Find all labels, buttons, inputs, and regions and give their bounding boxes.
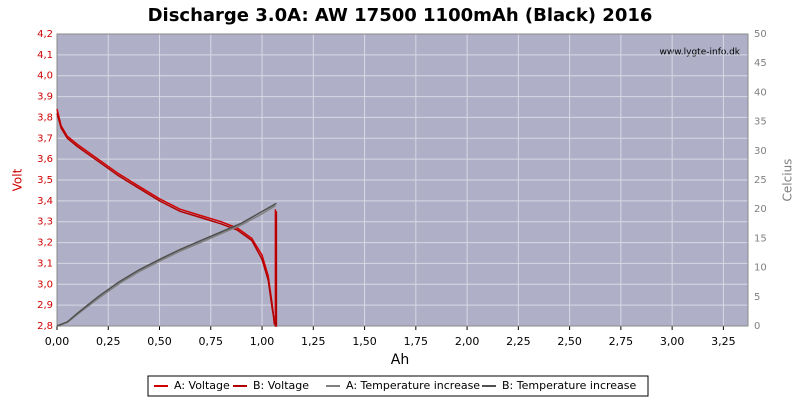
y2-tick-label: 20 — [754, 204, 767, 215]
y-tick-label: 3,5 — [37, 175, 53, 186]
y-tick-label: 2,9 — [37, 300, 53, 311]
y2-tick-label: 10 — [754, 263, 767, 274]
y-tick-label: 3,3 — [37, 217, 53, 228]
y-tick-label: 3,8 — [37, 112, 53, 123]
chart-title: Discharge 3.0A: AW 17500 1100mAh (Black)… — [148, 5, 653, 26]
y-tick-label: 4,0 — [37, 71, 53, 82]
data-line — [56, 202, 277, 327]
y2-tick-label: 5 — [754, 292, 760, 303]
watermark: www.lygte-info.dk — [660, 48, 741, 58]
y-tick-label: 3,7 — [37, 133, 53, 144]
y-tick-label: 3,1 — [37, 258, 53, 269]
x-tick-label: 3,00 — [660, 335, 685, 348]
legend-label: B: Voltage — [253, 379, 309, 392]
x-tick-label: 3,25 — [711, 335, 736, 348]
y-tick-label: 4,2 — [37, 29, 53, 40]
legend — [147, 375, 649, 397]
y2-tick-label: 30 — [754, 146, 767, 157]
x-tick-label: 1,00 — [250, 335, 275, 348]
y2-tick-label: 35 — [754, 117, 767, 128]
y-tick-label: 3,4 — [37, 196, 53, 207]
y2-axis-label: Celcius — [781, 159, 795, 202]
plot-frame — [56, 33, 749, 327]
data-line — [56, 205, 276, 327]
legend-label: B: Temperature increase — [502, 379, 637, 392]
y2-tick-label: 40 — [754, 87, 767, 98]
y-tick-label: 3,6 — [37, 154, 53, 165]
y-tick-label: 3,9 — [37, 92, 53, 103]
y2-tick-label: 45 — [754, 58, 767, 69]
y-axis-label: Volt — [11, 168, 25, 191]
x-tick-label: 0,25 — [96, 335, 121, 348]
x-tick-label: 0,00 — [45, 335, 70, 348]
y-tick-label: 2,8 — [37, 321, 53, 332]
y2-tick-label: 25 — [754, 175, 767, 186]
y-tick-label: 3,0 — [37, 279, 53, 290]
x-axis-label: Ah — [391, 352, 409, 368]
x-tick-label: 0,50 — [147, 335, 172, 348]
y-tick-label: 4,1 — [37, 50, 53, 61]
data-line — [56, 113, 278, 327]
x-tick-label: 1,50 — [352, 335, 377, 348]
x-tick-label: 2,00 — [455, 335, 480, 348]
y2-tick-label: 50 — [754, 29, 767, 40]
x-tick-label: 1,25 — [301, 335, 326, 348]
legend-label: A: Voltage — [174, 379, 230, 392]
y-tick-label: 3,2 — [37, 238, 53, 249]
x-tick-label: 1,75 — [404, 335, 429, 348]
x-tick-label: 2,50 — [557, 335, 582, 348]
y2-tick-label: 15 — [754, 233, 767, 244]
x-tick-label: 2,25 — [506, 335, 531, 348]
x-tick-label: 2,75 — [609, 335, 634, 348]
y2-tick-label: 0 — [754, 321, 760, 332]
x-tick-label: 0,75 — [199, 335, 224, 348]
legend-label: A: Temperature increase — [346, 379, 480, 392]
